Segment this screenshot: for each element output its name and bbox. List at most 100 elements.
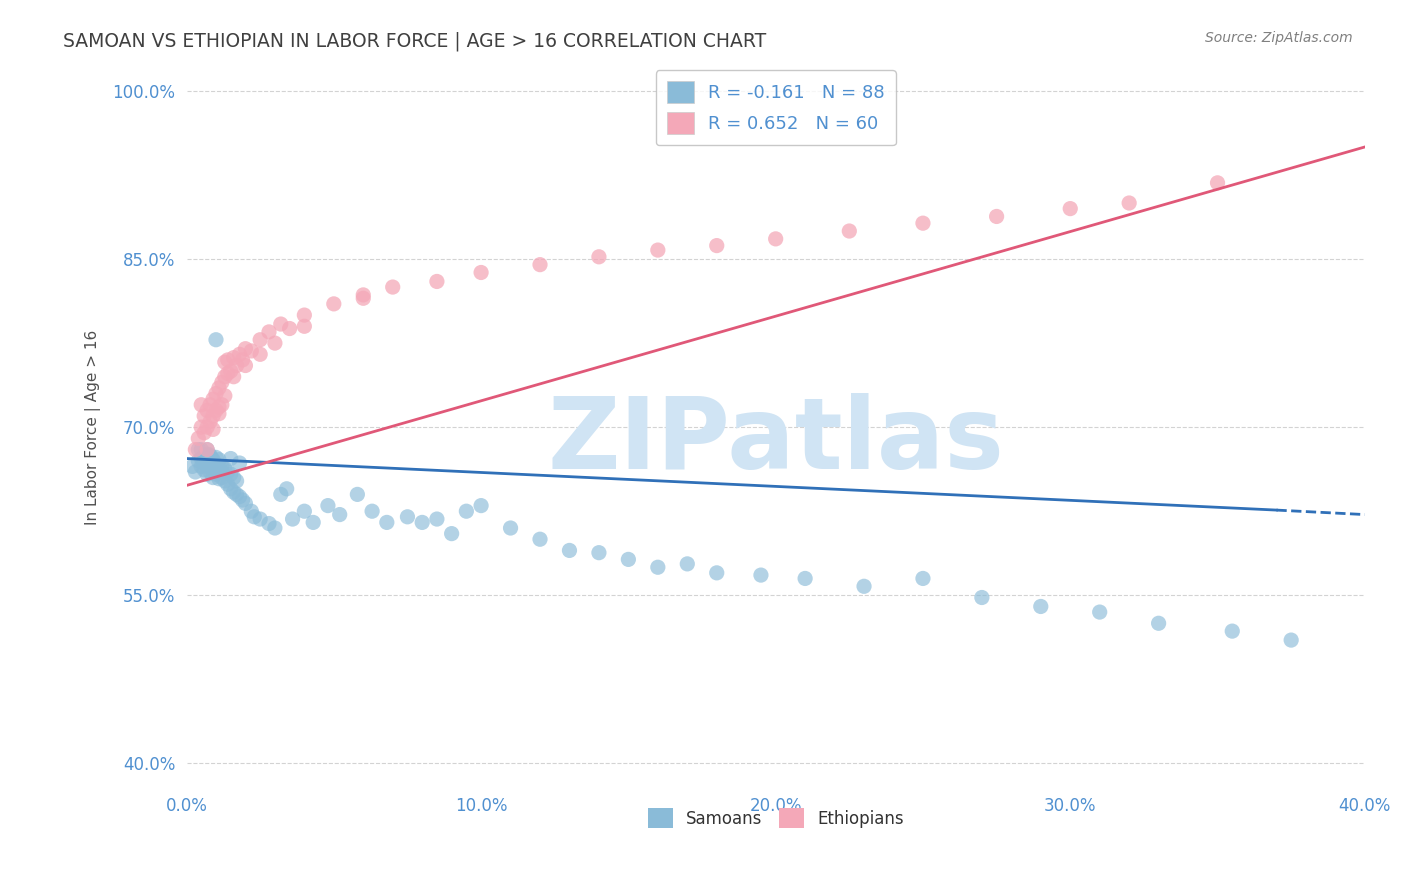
Point [228, 490, 250, 504]
Point [231, 352, 253, 367]
Point [249, 512, 271, 526]
Point [322, 297, 344, 311]
Point [249, 347, 271, 361]
Point [853, 579, 876, 593]
Point [647, 243, 669, 257]
Point [211, 376, 233, 390]
Point [190, 442, 212, 457]
Point [225, 474, 247, 488]
Point [219, 451, 242, 466]
Point [208, 472, 231, 486]
Point [292, 504, 315, 518]
Point [190, 459, 212, 474]
Point [208, 463, 231, 477]
Point [264, 521, 287, 535]
Point [187, 431, 209, 445]
Point [499, 521, 522, 535]
Point [184, 442, 207, 457]
Point [214, 461, 236, 475]
Point [228, 456, 250, 470]
Point [202, 422, 225, 436]
Point [222, 351, 245, 365]
Point [202, 454, 225, 468]
Point [195, 467, 218, 482]
Point [202, 409, 225, 423]
Point [222, 485, 245, 500]
Point [1147, 616, 1170, 631]
Point [198, 448, 221, 462]
Point [225, 487, 247, 501]
Point [1279, 633, 1302, 648]
Point [195, 447, 218, 461]
Point [352, 288, 374, 302]
Point [270, 317, 292, 331]
Point [219, 482, 242, 496]
Point [270, 487, 292, 501]
Point [198, 465, 221, 479]
Point [198, 456, 221, 470]
Point [208, 452, 231, 467]
Point [187, 442, 209, 457]
Point [706, 566, 728, 580]
Point [202, 392, 225, 406]
Point [281, 512, 304, 526]
Point [190, 451, 212, 466]
Point [329, 508, 352, 522]
Point [249, 333, 271, 347]
Point [202, 470, 225, 484]
Point [211, 470, 233, 484]
Point [193, 409, 215, 423]
Point [190, 420, 212, 434]
Point [257, 325, 280, 339]
Point [911, 216, 934, 230]
Point [529, 258, 551, 272]
Point [193, 448, 215, 462]
Point [470, 499, 492, 513]
Point [426, 512, 449, 526]
Point [1206, 176, 1229, 190]
Point [1118, 196, 1140, 211]
Point [211, 465, 233, 479]
Point [205, 450, 228, 465]
Point [222, 470, 245, 484]
Point [264, 336, 287, 351]
Point [219, 467, 242, 482]
Point [647, 560, 669, 574]
Point [195, 403, 218, 417]
Point [588, 546, 610, 560]
Point [440, 526, 463, 541]
Text: Source: ZipAtlas.com: Source: ZipAtlas.com [1205, 31, 1353, 45]
Point [193, 456, 215, 470]
Point [243, 509, 266, 524]
Point [187, 454, 209, 468]
Point [231, 493, 253, 508]
Point [211, 459, 233, 474]
Point [198, 415, 221, 429]
Point [208, 381, 231, 395]
Point [375, 516, 398, 530]
Point [193, 463, 215, 477]
Point [205, 467, 228, 482]
Point [276, 482, 298, 496]
Point [676, 557, 699, 571]
Text: SAMOAN VS ETHIOPIAN IN LABOR FORCE | AGE > 16 CORRELATION CHART: SAMOAN VS ETHIOPIAN IN LABOR FORCE | AGE… [63, 31, 766, 51]
Point [316, 499, 339, 513]
Point [1029, 599, 1052, 614]
Point [794, 571, 817, 585]
Point [195, 442, 218, 457]
Point [617, 552, 640, 566]
Text: ZIPatlas: ZIPatlas [547, 393, 1004, 490]
Point [1059, 202, 1081, 216]
Point [456, 504, 478, 518]
Point [396, 509, 419, 524]
Point [225, 359, 247, 373]
Point [911, 571, 934, 585]
Point [205, 333, 228, 347]
Point [202, 452, 225, 467]
Point [1220, 624, 1243, 639]
Point [1088, 605, 1111, 619]
Point [208, 407, 231, 421]
Point [970, 591, 993, 605]
Point [352, 291, 374, 305]
Y-axis label: In Labor Force | Age > 16: In Labor Force | Age > 16 [86, 329, 101, 524]
